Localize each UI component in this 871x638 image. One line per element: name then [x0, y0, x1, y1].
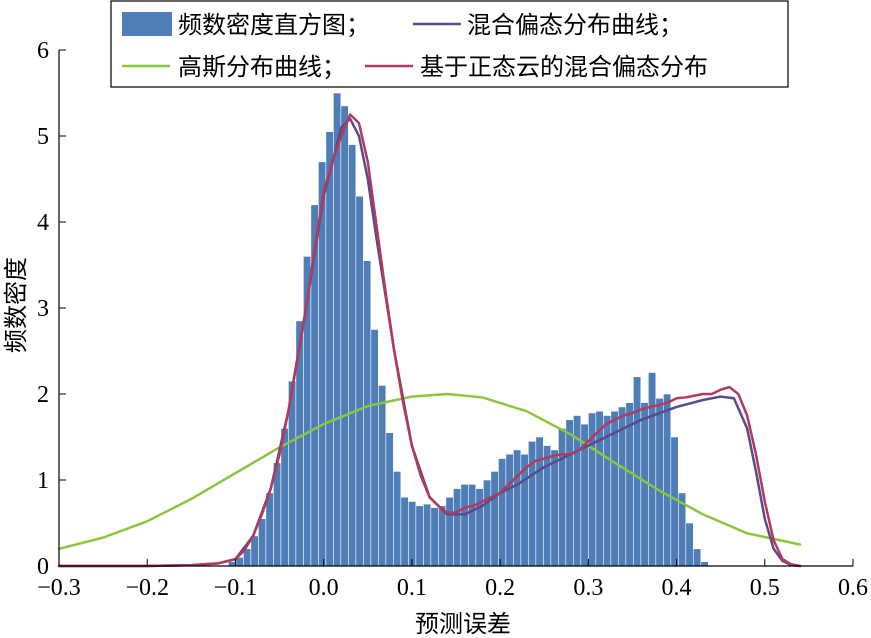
x-tick-label: −0.3 [37, 575, 81, 601]
histogram-bar [483, 479, 492, 567]
gaussian-curve [57, 392, 802, 551]
y-tick-label: 0 [37, 554, 49, 580]
legend-label: 基于正态云的混合偏态分布 [420, 53, 708, 81]
histogram-bar [430, 507, 439, 567]
histogram-bar [408, 501, 417, 567]
y-tick-label: 4 [37, 210, 49, 236]
histogram-bar [348, 144, 357, 567]
histogram-bar [333, 92, 342, 567]
histogram-bar [258, 518, 267, 567]
x-tick-label: 0.5 [750, 575, 780, 601]
cloud-mixed-skew-curve [57, 113, 802, 568]
histogram-bar [228, 561, 237, 567]
x-tick-label: 0.1 [397, 575, 427, 601]
histogram-bar [693, 548, 702, 567]
histogram-bar [250, 535, 259, 567]
legend-label: 混合偏态分布曲线； [467, 11, 683, 39]
x-tick-label: −0.2 [125, 575, 169, 601]
histogram-bar [265, 492, 274, 567]
histogram-bar [363, 260, 372, 567]
x-tick-label: 0.2 [485, 575, 515, 601]
legend-label: 频数密度直方图； [178, 11, 370, 39]
histogram-bar [505, 453, 514, 567]
legend-item-cloud: 基于正态云的混合偏态分布 [365, 53, 708, 81]
legend-label: 高斯分布曲线； [178, 53, 346, 81]
histogram-bar [378, 385, 387, 567]
histogram-bar [490, 471, 499, 567]
histogram-bar [513, 449, 522, 567]
y-tick-label: 5 [37, 124, 49, 150]
histogram-bar [528, 440, 537, 567]
legend-item-mixed-skew: 混合偏态分布曲线； [413, 11, 683, 39]
histogram-bar [550, 449, 559, 567]
histogram-bar [355, 195, 364, 567]
x-tick-label: 0.6 [838, 575, 868, 601]
histogram-bar [565, 419, 574, 567]
x-ticks: −0.3 −0.2 −0.1 0.0 0.1 0.2 0.3 0.4 0.5 0.6 [37, 559, 868, 601]
x-tick-label: 0.4 [662, 575, 692, 601]
histogram-bar [400, 496, 409, 567]
histogram-bar [385, 432, 394, 567]
curves [57, 113, 802, 568]
histogram-bar [648, 372, 657, 567]
histogram-bar [393, 471, 402, 567]
histogram-bar [468, 483, 477, 567]
histogram-bar [280, 428, 289, 567]
y-ticks: 0 1 2 3 4 5 6 [37, 38, 66, 580]
histogram-bar [325, 131, 334, 567]
legend-swatch [122, 12, 172, 36]
legend-item-gaussian: 高斯分布曲线； [122, 53, 346, 81]
x-tick-label: −0.1 [214, 575, 258, 601]
histogram-bar [415, 505, 424, 567]
legend-box [110, 0, 789, 88]
histogram-bar [558, 428, 567, 567]
histogram-bar [498, 458, 507, 567]
legend-item-histogram: 频数密度直方图； [122, 11, 370, 39]
histogram-bar [423, 503, 432, 567]
y-axis-label: 频数密度 [2, 257, 30, 353]
histogram-bar [685, 522, 694, 567]
histogram-bar [535, 436, 544, 567]
y-tick-label: 1 [37, 468, 49, 494]
histogram-bar [475, 488, 484, 567]
x-tick-label: 0.0 [309, 575, 339, 601]
histogram-bar [663, 393, 672, 567]
y-tick-label: 2 [37, 382, 49, 408]
histogram-bar [700, 561, 709, 567]
histogram-bar [453, 488, 462, 567]
y-tick-label: 6 [37, 38, 49, 64]
histogram-bar [340, 105, 349, 567]
histogram-bar [370, 329, 379, 567]
legend: 频数密度直方图； 混合偏态分布曲线； 高斯分布曲线； 基于正态云的混合偏态分布 [110, 0, 789, 88]
histogram-bars [228, 92, 709, 567]
histogram-bar [438, 505, 447, 567]
histogram-bar [655, 397, 664, 567]
x-tick-label: 0.3 [573, 575, 603, 601]
histogram-bar [460, 483, 469, 567]
histogram-bar [633, 376, 642, 567]
x-axis-label: 预测误差 [415, 610, 511, 638]
histogram-bar [445, 496, 454, 567]
y-tick-label: 3 [37, 296, 49, 322]
